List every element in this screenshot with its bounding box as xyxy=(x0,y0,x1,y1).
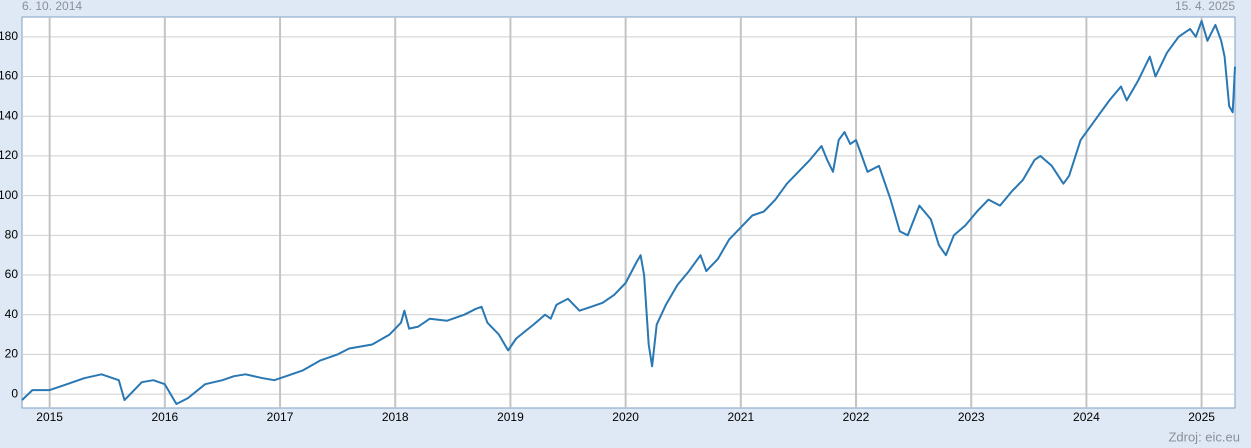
y-tick-label: 160 xyxy=(0,69,18,83)
y-tick-label: 140 xyxy=(0,108,18,122)
line xyxy=(21,20,1236,405)
y-tick-label: 100 xyxy=(0,188,18,202)
y-tick-label: 80 xyxy=(5,227,19,241)
y-tick-label: 20 xyxy=(5,347,19,361)
start-date: 6. 10. 2014 xyxy=(22,0,82,13)
y-tick-label: 40 xyxy=(5,307,19,321)
y-tick-label: 120 xyxy=(0,148,18,162)
source: Zdroj: eic.eu xyxy=(1168,429,1240,444)
x-tick-label: 2020 xyxy=(612,410,639,424)
y-tick-label: 60 xyxy=(5,267,19,281)
end-date: 15. 4. 2025 xyxy=(1175,0,1235,13)
plot-area xyxy=(21,16,1236,409)
y-tick-label: 0 xyxy=(11,386,18,400)
x-tick-label: 2023 xyxy=(958,410,985,424)
x-tick-label: 2019 xyxy=(497,410,524,424)
x-tick-label: 2022 xyxy=(843,410,870,424)
x-tick-label: 2015 xyxy=(36,410,63,424)
x-tick-label: 2018 xyxy=(382,410,409,424)
x-tick-label: 2016 xyxy=(151,410,178,424)
x-tick-label: 2017 xyxy=(267,410,294,424)
x-tick-label: 2024 xyxy=(1073,410,1100,424)
y-tick-label: 180 xyxy=(0,29,18,43)
x-tick-label: 2021 xyxy=(727,410,754,424)
x-tick-label: 2025 xyxy=(1188,410,1215,424)
